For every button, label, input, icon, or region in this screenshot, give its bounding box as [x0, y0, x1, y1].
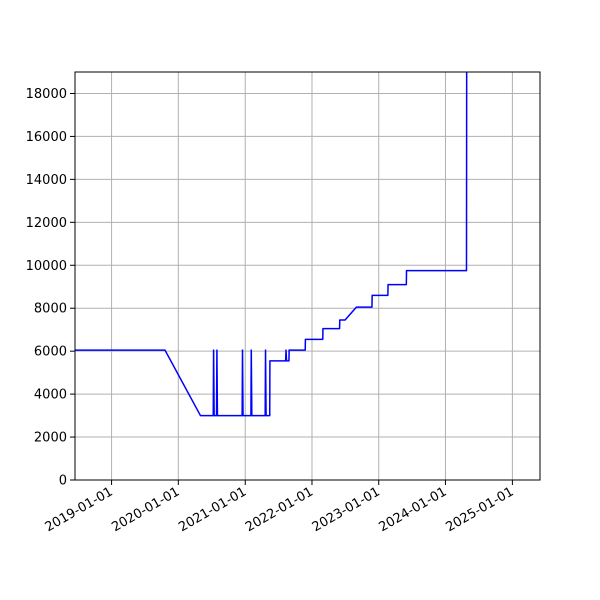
series-layer [75, 72, 468, 417]
series-line [75, 72, 468, 417]
plot-area [75, 72, 540, 480]
y-tick-label: 16000 [26, 130, 67, 145]
y-tick-label: 6000 [34, 345, 67, 360]
y-tick-label: 2000 [34, 431, 67, 446]
y-tick-label: 12000 [26, 216, 67, 231]
y-tick-label: 8000 [34, 302, 67, 317]
y-tick-label: 4000 [34, 388, 67, 403]
plot-frame [74, 71, 541, 481]
y-tick-label: 14000 [26, 173, 67, 188]
y-tick-label: 0 [59, 474, 67, 489]
y-tick-label: 10000 [26, 259, 67, 274]
y-tick-label: 18000 [26, 87, 67, 102]
